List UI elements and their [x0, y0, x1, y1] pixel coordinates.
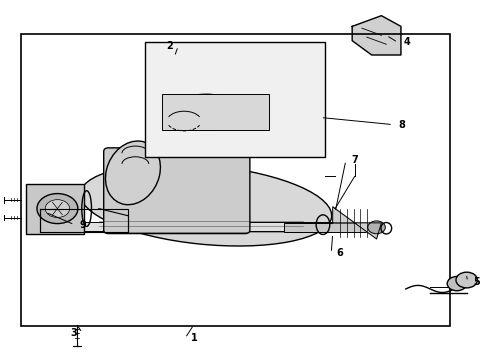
Bar [40, 208, 128, 232]
Text: 5: 5 [473, 277, 480, 287]
Bar [21, 33, 450, 327]
Ellipse shape [105, 141, 160, 205]
Text: 4: 4 [403, 37, 410, 48]
FancyBboxPatch shape [104, 148, 250, 234]
Text: 3: 3 [70, 328, 77, 338]
Text: 1: 1 [191, 333, 197, 343]
Ellipse shape [80, 164, 332, 246]
Text: 6: 6 [337, 248, 343, 258]
Bar [145, 42, 325, 157]
Circle shape [368, 221, 385, 234]
Text: 8: 8 [398, 120, 405, 130]
Polygon shape [352, 16, 401, 55]
Text: 9: 9 [80, 220, 87, 230]
Circle shape [456, 272, 477, 288]
Text: 7: 7 [351, 156, 358, 165]
Bar [162, 94, 270, 130]
Text: 2: 2 [166, 41, 173, 51]
Polygon shape [333, 207, 381, 239]
Circle shape [37, 194, 78, 224]
FancyArrow shape [84, 222, 367, 231]
Bar [284, 223, 372, 232]
Bar [26, 184, 84, 234]
Circle shape [45, 200, 70, 217]
Circle shape [447, 276, 466, 291]
